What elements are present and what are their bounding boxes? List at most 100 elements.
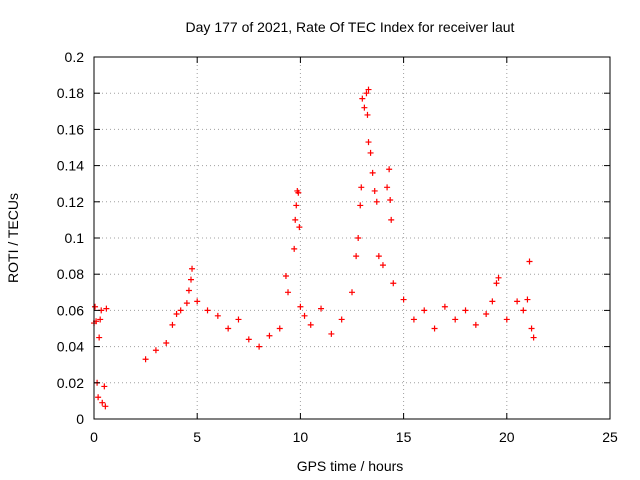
data-point <box>410 316 417 323</box>
data-point <box>185 287 192 294</box>
data-point <box>235 316 242 323</box>
data-point <box>358 184 365 191</box>
data-point <box>384 184 391 191</box>
data-point <box>101 383 108 390</box>
data-point <box>503 316 510 323</box>
data-point <box>97 316 104 323</box>
data-point <box>292 216 299 223</box>
x-tick-label: 25 <box>602 429 618 445</box>
data-point <box>173 311 180 318</box>
data-point <box>483 311 490 318</box>
data-point <box>102 403 109 410</box>
data-point <box>493 280 500 287</box>
data-point <box>276 325 283 332</box>
x-tick-label: 0 <box>90 429 98 445</box>
y-tick-label: 0.18 <box>57 85 84 101</box>
data-point <box>338 316 345 323</box>
data-point <box>431 325 438 332</box>
data-point <box>95 394 102 401</box>
data-point <box>363 90 370 97</box>
data-point <box>295 189 302 196</box>
axis-ticks: 0 0.02 0.04 0.06 0.08 0.1 0.12 0.14 0.16 0.18 0.2 0… <box>57 49 618 445</box>
data-point <box>421 307 428 314</box>
data-point <box>301 312 308 319</box>
data-point <box>524 296 531 303</box>
data-point <box>297 303 304 310</box>
data-point <box>163 339 170 346</box>
x-tick-label: 5 <box>193 429 201 445</box>
data-point <box>214 312 221 319</box>
data-point <box>169 321 176 328</box>
data-point <box>495 274 502 281</box>
data-point <box>400 296 407 303</box>
data-point <box>367 149 374 156</box>
data-point <box>318 305 325 312</box>
data-point <box>245 336 252 343</box>
data-point <box>530 334 537 341</box>
data-point <box>520 307 527 314</box>
data-point <box>296 224 303 231</box>
y-tick-label: 0.06 <box>57 302 84 318</box>
x-tick-label: 20 <box>499 429 515 445</box>
data-point <box>285 289 292 296</box>
data-point <box>365 139 372 146</box>
data-point <box>528 325 535 332</box>
data-point <box>188 276 195 283</box>
data-point <box>177 307 184 314</box>
data-point <box>204 307 211 314</box>
y-tick-label: 0.1 <box>65 230 85 246</box>
data-point <box>225 325 232 332</box>
data-point <box>307 321 314 328</box>
y-tick-label: 0.12 <box>57 194 84 210</box>
x-tick-label: 15 <box>396 429 412 445</box>
x-tick-label: 10 <box>293 429 309 445</box>
data-point <box>365 86 372 93</box>
data-point <box>526 258 533 265</box>
data-point <box>375 253 382 260</box>
data-point <box>364 111 371 118</box>
scatter-points <box>91 86 537 410</box>
data-point <box>452 316 459 323</box>
data-point <box>189 265 196 272</box>
data-point <box>96 334 103 341</box>
data-point <box>390 280 397 287</box>
data-point <box>441 303 448 310</box>
x-axis-label: GPS time / hours <box>297 458 404 474</box>
data-point <box>256 343 263 350</box>
data-point <box>142 356 149 363</box>
data-point <box>266 332 273 339</box>
data-point <box>373 198 380 205</box>
y-tick-label: 0.02 <box>57 375 84 391</box>
data-point <box>194 298 201 305</box>
y-tick-label: 0.16 <box>57 121 84 137</box>
data-point <box>282 273 289 280</box>
y-tick-label: 0.2 <box>65 49 85 65</box>
data-point <box>349 289 355 296</box>
data-point <box>99 399 106 406</box>
plot-frame <box>93 56 611 420</box>
data-point <box>328 330 335 337</box>
data-point <box>293 202 300 209</box>
data-point <box>379 262 386 269</box>
data-point <box>387 196 394 203</box>
data-point <box>371 187 378 194</box>
data-point <box>361 104 368 111</box>
data-point <box>92 303 99 310</box>
y-axis-label: ROTI / TECUs <box>5 193 21 283</box>
data-point <box>388 216 395 223</box>
data-point <box>353 253 360 260</box>
data-point <box>514 298 521 305</box>
data-point <box>357 202 364 209</box>
data-point <box>355 235 362 241</box>
y-tick-label: 0.14 <box>57 158 84 174</box>
data-point <box>183 300 190 307</box>
data-point <box>291 245 298 252</box>
data-point <box>386 166 393 173</box>
data-point <box>103 305 110 312</box>
data-point <box>152 347 159 354</box>
y-tick-label: 0.04 <box>57 339 84 355</box>
chart-title: Day 177 of 2021, Rate Of TEC Index for r… <box>186 19 515 35</box>
data-point <box>359 95 366 102</box>
grid <box>94 57 610 419</box>
